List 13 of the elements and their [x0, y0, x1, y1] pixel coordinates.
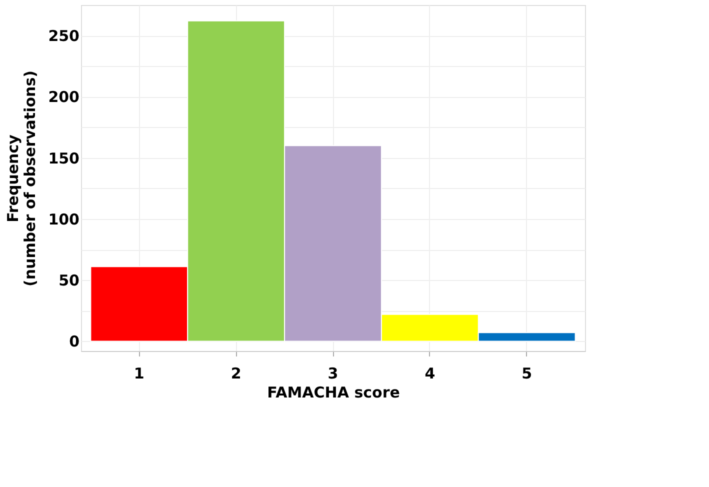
x-axis-title: FAMACHA score — [267, 384, 400, 402]
x-tick-label: 5 — [522, 364, 532, 382]
y-tick-label: 0 — [69, 332, 80, 351]
x-tick-label: 1 — [134, 364, 144, 382]
y-tick-label: 250 — [48, 27, 80, 46]
y-tick-label: 150 — [48, 149, 80, 168]
y-tick-label: 50 — [58, 272, 80, 290]
y-tick-label: 200 — [48, 88, 80, 106]
x-tick-label: 2 — [230, 364, 242, 382]
x-tick-label: 4 — [424, 364, 436, 382]
x-tick-label: 3 — [328, 364, 338, 382]
y-tick-label: 100 — [48, 210, 80, 228]
y-axis-title: Frequency (number of observations) — [4, 70, 40, 286]
